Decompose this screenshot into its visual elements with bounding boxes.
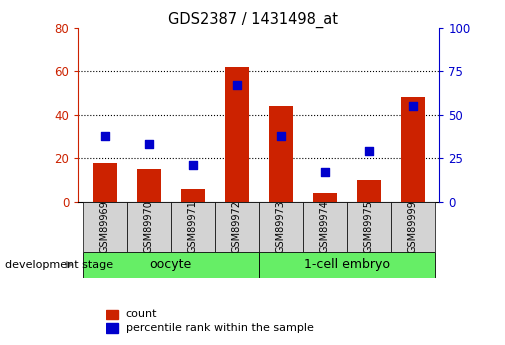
Bar: [357, 180, 381, 202]
Bar: [137, 169, 161, 202]
Bar: [127, 202, 171, 252]
Text: 1-cell embryo: 1-cell embryo: [304, 258, 390, 271]
Text: oocyte: oocyte: [149, 258, 192, 271]
Bar: [259, 252, 435, 278]
Bar: [313, 193, 337, 202]
Point: [145, 141, 153, 147]
Text: GSM89999: GSM89999: [408, 200, 418, 253]
Bar: [106, 324, 118, 333]
Bar: [225, 67, 249, 202]
Point: [100, 133, 109, 138]
Point: [233, 82, 241, 88]
Text: GSM89972: GSM89972: [232, 200, 242, 253]
Bar: [83, 202, 127, 252]
Text: GSM89969: GSM89969: [99, 200, 110, 253]
Point: [321, 169, 329, 175]
Bar: [92, 162, 117, 202]
Text: GSM89973: GSM89973: [276, 200, 286, 253]
Text: GSM89970: GSM89970: [144, 200, 154, 253]
Bar: [391, 202, 435, 252]
Text: GSM89974: GSM89974: [320, 200, 330, 253]
Text: GSM89971: GSM89971: [188, 200, 198, 253]
Point: [189, 162, 197, 168]
Bar: [347, 202, 391, 252]
Text: GSM89975: GSM89975: [364, 200, 374, 253]
Bar: [269, 106, 293, 202]
Bar: [401, 97, 425, 202]
Bar: [303, 202, 347, 252]
Bar: [83, 252, 259, 278]
Text: development stage: development stage: [5, 260, 113, 269]
Text: percentile rank within the sample: percentile rank within the sample: [126, 323, 314, 333]
Bar: [181, 189, 205, 202]
Bar: [171, 202, 215, 252]
Bar: [215, 202, 259, 252]
Text: GDS2387 / 1431498_at: GDS2387 / 1431498_at: [168, 12, 337, 28]
Point: [365, 149, 373, 154]
Bar: [106, 310, 118, 319]
Text: count: count: [126, 309, 157, 319]
Point: [277, 133, 285, 138]
Bar: [259, 202, 303, 252]
Point: [409, 103, 417, 109]
